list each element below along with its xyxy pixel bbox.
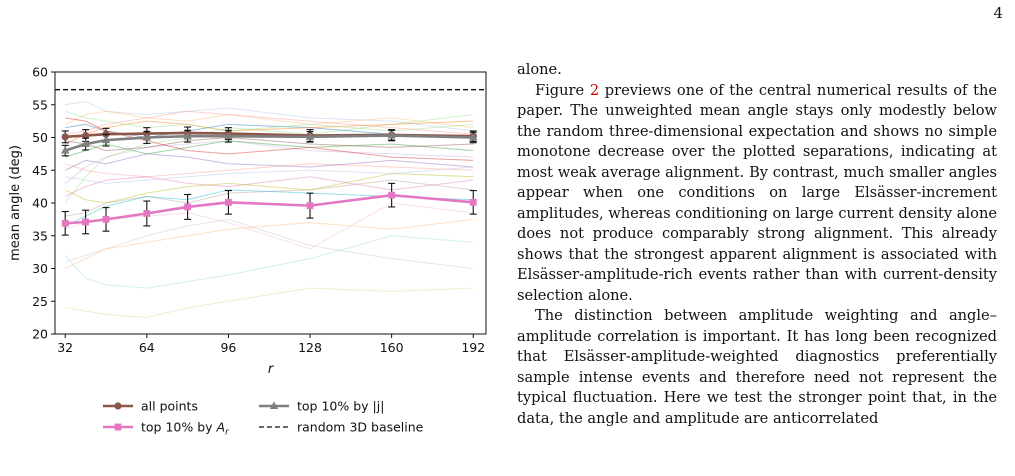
background-trace-7 (65, 287, 474, 319)
data-point-2-6 (306, 202, 314, 210)
page-number: 4 (993, 4, 1003, 22)
y-tick-label-40: 40 (32, 196, 48, 211)
background-trace-22 (65, 110, 474, 135)
data-point-2-0 (61, 219, 69, 227)
series-2 (61, 182, 477, 236)
x-tick-label-32: 32 (57, 340, 73, 355)
x-axis-label: r (268, 362, 275, 377)
figure-reference-link[interactable]: 2 (589, 81, 600, 99)
data-point-2-1 (82, 218, 90, 226)
legend-label: all points (141, 399, 198, 414)
legend-label: top 10% by |j| (297, 399, 384, 414)
background-trace-8 (64, 235, 474, 289)
paragraph-figure-preview: Figure 2 previews one of the central num… (517, 81, 997, 307)
data-point-2-8 (469, 198, 477, 206)
paragraph-figure-preview-body: previews one of the central numerical re… (517, 81, 997, 304)
y-axis-label: mean angle (deg) (8, 145, 23, 261)
paragraph-figure-preview-start: Figure (535, 81, 590, 99)
body-text-column: alone. Figure 2 previews one of the cent… (517, 60, 997, 429)
background-trace-3 (65, 163, 474, 178)
legend-item-0: all points (103, 399, 198, 414)
background-trace-1 (64, 110, 474, 129)
y-tick-label-55: 55 (32, 97, 48, 112)
legend-marker (114, 423, 122, 431)
background-trace-13 (65, 117, 474, 161)
x-tick-label-64: 64 (139, 340, 155, 355)
data-point-1-8 (469, 133, 478, 141)
background-trace-9 (65, 218, 474, 269)
data-point-2-4 (184, 203, 192, 211)
series-1 (61, 129, 478, 157)
data-point-1-2 (101, 135, 111, 144)
data-point-1-6 (305, 132, 315, 140)
background-trace-21 (65, 110, 474, 132)
data-point-2-2 (102, 215, 110, 223)
series-line-1 (64, 134, 474, 152)
background-trace-20 (64, 218, 474, 269)
legend-item-2: top 10% by |j| (259, 399, 384, 414)
data-point-1-1 (81, 139, 90, 148)
background-trace-17 (64, 173, 474, 204)
y-tick-label-30: 30 (32, 261, 48, 276)
legend-marker (114, 402, 122, 410)
y-tick-label-25: 25 (32, 294, 48, 309)
figure-2: 20 25 30 35 40 45 50 55 60 32 64 96 128 160 192 r mean a… (0, 0, 500, 476)
legend-label: top 10% by Ar (141, 420, 230, 438)
y-tick-label-20: 20 (32, 327, 48, 342)
background-trace-12 (65, 140, 474, 158)
data-point-2-5 (225, 198, 232, 206)
background-trace-18 (64, 189, 474, 227)
data-point-0-0 (61, 133, 69, 141)
data-point-1-4 (183, 131, 192, 140)
x-tick-label-96: 96 (220, 340, 236, 355)
background-trace-0 (65, 100, 474, 132)
y-tick-label-45: 45 (32, 163, 48, 178)
data-point-1-5 (224, 131, 233, 140)
background-trace-14 (64, 153, 474, 171)
data-point-0-1 (82, 131, 90, 140)
x-tick-label-192: 192 (461, 340, 485, 355)
data-point-2-3 (143, 210, 151, 217)
background-trace-11 (64, 120, 474, 145)
data-point-1-0 (61, 146, 70, 154)
background-trace-4 (64, 140, 474, 184)
background-trace-16 (64, 176, 474, 197)
paragraph-continuation: alone. (517, 61, 562, 78)
legend-item-3: random 3D baseline (259, 420, 424, 435)
data-point-2-7 (388, 191, 396, 199)
background-trace-19 (65, 166, 474, 184)
data-point-1-3 (142, 133, 152, 141)
y-tick-label-50: 50 (32, 130, 48, 145)
legend-item-1: top 10% by Ar (103, 420, 230, 438)
x-tick-label-128: 128 (298, 340, 322, 355)
y-tick-label-60: 60 (32, 65, 48, 80)
y-tick-label-35: 35 (32, 228, 48, 243)
legend-label: random 3D baseline (297, 420, 424, 435)
mean-angle-chart: 20 25 30 35 40 45 50 55 60 32 64 96 128 160 192 r mean a… (8, 65, 487, 438)
x-tick-label-160: 160 (380, 340, 404, 355)
data-point-1-7 (387, 131, 396, 139)
paragraph-amplitude-weighting: The distinction between amplitude weight… (517, 307, 997, 427)
legend-marker (269, 401, 279, 409)
